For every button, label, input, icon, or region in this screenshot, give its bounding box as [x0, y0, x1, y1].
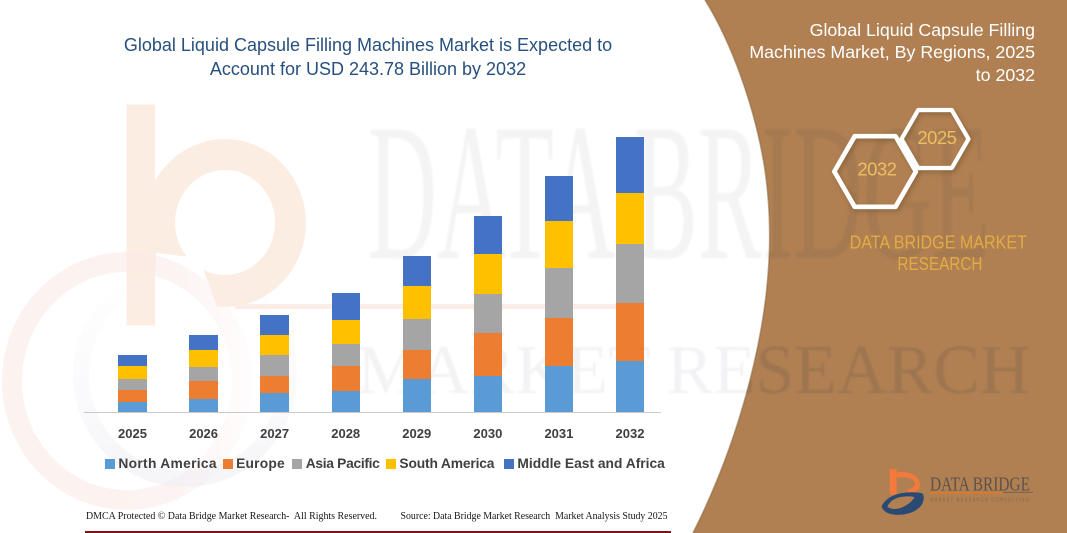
svg-text:2025: 2025 — [917, 127, 956, 148]
svg-text:DMCA Protected © Data Bridge M: DMCA Protected © Data Bridge Market Rese… — [86, 511, 377, 522]
svg-text:RESEARCH: RESEARCH — [897, 253, 982, 274]
svg-text:Source: Data Bridge Market Res: Source: Data Bridge Market Research Mark… — [401, 511, 668, 522]
svg-text:DATA BRIDGE: DATA BRIDGE — [930, 474, 1030, 495]
svg-text:2032: 2032 — [857, 159, 896, 180]
svg-text:MARKET RESEARCH CONSULTING: MARKET RESEARCH CONSULTING — [930, 498, 1030, 504]
svg-text:DATA BRIDGE MARKET: DATA BRIDGE MARKET — [850, 231, 1027, 252]
